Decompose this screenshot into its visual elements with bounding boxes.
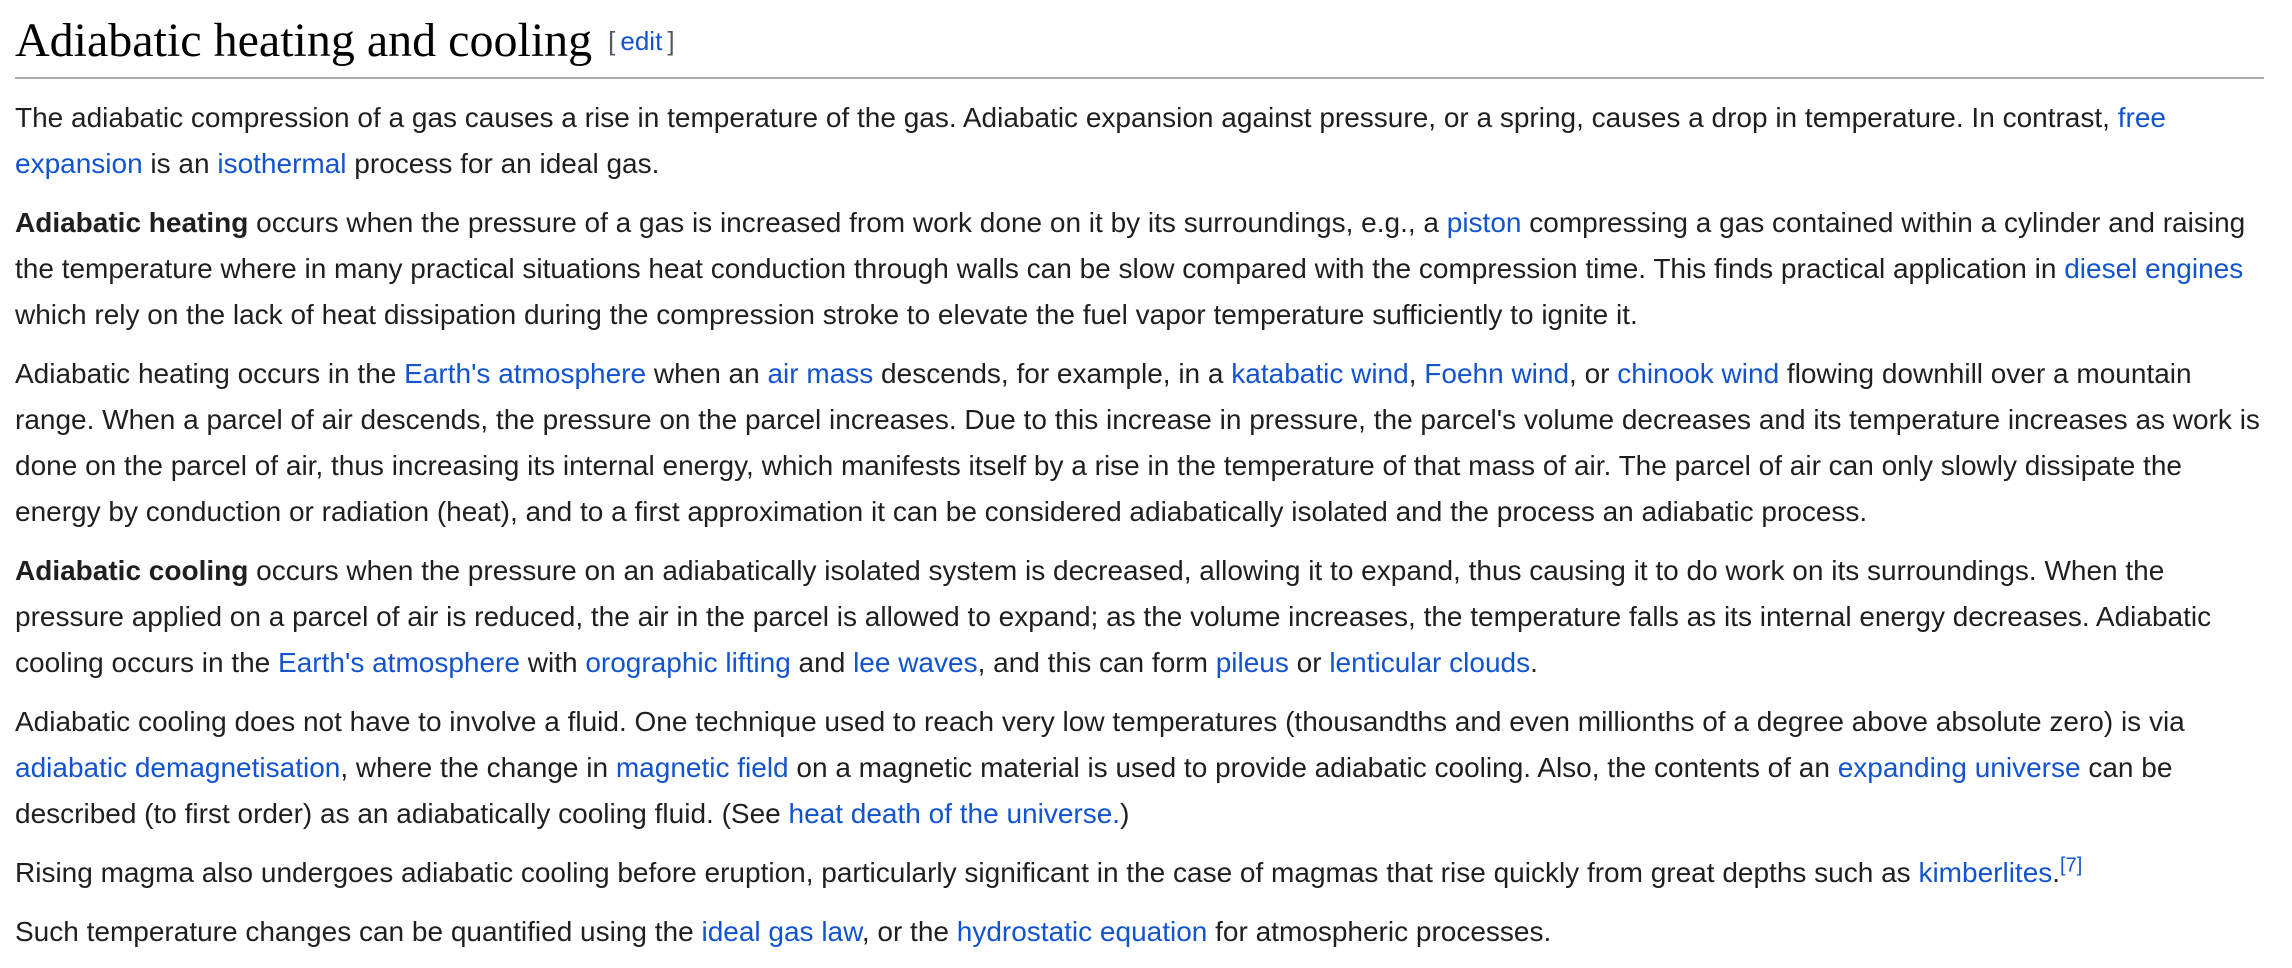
section-title: Adiabatic heating and cooling xyxy=(15,14,593,67)
paragraph: Adiabatic cooling does not have to invol… xyxy=(15,706,2185,829)
paragraph: Adiabatic heating occurs in the Earth's … xyxy=(15,358,2260,527)
edit-bracket-close: ] xyxy=(667,26,675,56)
article-body: The adiabatic compression of a gas cause… xyxy=(15,95,2264,955)
wiki-link[interactable]: katabatic wind xyxy=(1231,358,1409,389)
wiki-link[interactable]: heat death of the universe. xyxy=(788,798,1121,829)
wiki-link[interactable]: Earth's atmosphere xyxy=(404,358,647,389)
paragraph: Such temperature changes can be quantifi… xyxy=(15,916,1552,947)
wiki-link[interactable]: piston xyxy=(1446,207,1522,238)
wiki-link[interactable]: lee waves xyxy=(853,647,978,678)
wiki-link[interactable]: pileus xyxy=(1215,647,1289,678)
wiki-link[interactable]: kimberlites xyxy=(1918,857,2053,888)
reference-superscript: [7] xyxy=(2060,855,2082,877)
article-section: Adiabatic heating and cooling [edit] The … xyxy=(0,12,2292,955)
wiki-link[interactable]: orographic lifting xyxy=(585,647,791,678)
edit-bracket-open: [ xyxy=(608,26,616,56)
paragraph: The adiabatic compression of a gas cause… xyxy=(15,102,2166,179)
wiki-link[interactable]: isothermal xyxy=(217,148,347,179)
bold-term: Adiabatic heating xyxy=(15,207,249,238)
wiki-link[interactable]: free expansion xyxy=(15,102,2166,179)
paragraph: Rising magma also undergoes adiabatic co… xyxy=(15,854,2083,888)
wiki-link[interactable]: adiabatic demagnetisation xyxy=(15,752,341,783)
reference-link[interactable]: [7] xyxy=(2060,854,2083,877)
wiki-link[interactable]: chinook wind xyxy=(1617,358,1780,389)
wiki-link[interactable]: air mass xyxy=(767,358,874,389)
wiki-link[interactable]: Earth's atmosphere xyxy=(278,647,520,678)
section-heading: Adiabatic heating and cooling [edit] xyxy=(15,12,2264,79)
edit-link[interactable]: edit xyxy=(620,26,663,56)
wiki-link[interactable]: lenticular clouds xyxy=(1329,647,1531,678)
paragraph: Adiabatic heating occurs when the pressu… xyxy=(15,207,2246,330)
wiki-link[interactable]: Foehn wind xyxy=(1424,358,1570,389)
wiki-link[interactable]: hydrostatic equation xyxy=(956,916,1208,947)
paragraph: Adiabatic cooling occurs when the pressu… xyxy=(15,555,2212,678)
wiki-link[interactable]: expanding universe xyxy=(1837,752,2081,783)
edit-section: [edit] xyxy=(608,26,674,56)
wiki-link[interactable]: magnetic field xyxy=(615,752,789,783)
wiki-link[interactable]: ideal gas law xyxy=(701,916,862,947)
bold-term: Adiabatic cooling xyxy=(15,555,249,586)
wiki-link[interactable]: diesel engines xyxy=(2064,253,2244,284)
